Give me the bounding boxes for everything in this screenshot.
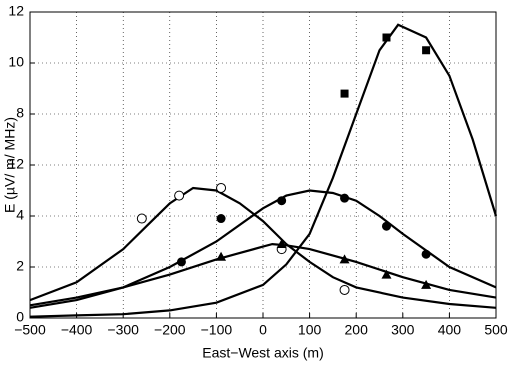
curve [29, 189, 497, 309]
curve [29, 23, 498, 318]
marker [422, 46, 431, 55]
y-tick-label: 8 [16, 105, 24, 121]
marker [339, 284, 350, 295]
marker [381, 221, 391, 231]
marker [216, 214, 226, 224]
x-tick-label: −200 [154, 322, 186, 338]
y-tick-label: 2 [16, 258, 24, 274]
x-axis-label: East−West axis (m) [202, 345, 324, 361]
marker [340, 193, 350, 203]
y-tick-label: 4 [16, 207, 24, 223]
marker [216, 182, 227, 193]
marker [276, 239, 287, 249]
curve [29, 186, 497, 309]
x-tick-label: 0 [259, 322, 267, 338]
marker [176, 257, 186, 267]
y-tick-label: 12 [8, 156, 24, 172]
x-tick-label: 500 [484, 322, 508, 338]
y-tick-label: 0 [16, 309, 24, 325]
x-tick-label: 100 [298, 322, 322, 338]
x-tick-label: −300 [107, 322, 139, 338]
x-tick-label: −400 [61, 322, 93, 338]
marker [277, 196, 287, 206]
marker [382, 33, 391, 42]
y-tick-label: 10 [8, 54, 24, 70]
plot-frame [29, 11, 497, 319]
x-tick-label: 300 [391, 322, 415, 338]
y-axis-label: E (µV/ m/ MHz) [2, 117, 18, 213]
x-tick-label: 200 [345, 322, 369, 338]
marker [339, 254, 350, 264]
marker [174, 190, 185, 201]
marker [216, 251, 227, 261]
y-tick-label: 12 [8, 3, 24, 19]
marker [381, 269, 392, 279]
marker [340, 89, 349, 98]
curve [29, 242, 497, 307]
x-tick-label: 400 [438, 322, 462, 338]
marker [421, 249, 431, 259]
x-tick-label: −100 [201, 322, 233, 338]
marker [421, 279, 432, 289]
marker [136, 213, 147, 224]
x-tick-label: −500 [14, 322, 46, 338]
